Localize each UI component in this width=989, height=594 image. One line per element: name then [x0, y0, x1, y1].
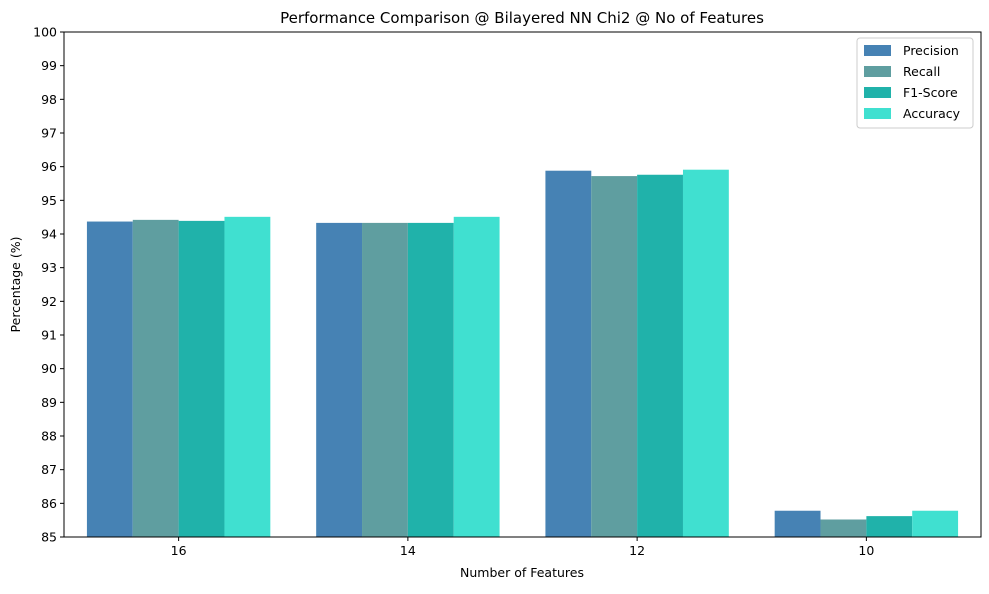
y-tick-label: 96: [41, 159, 57, 174]
bar-precision-14: [316, 222, 363, 537]
bar-precision-10: [774, 510, 821, 537]
y-tick-label: 92: [41, 294, 57, 309]
bar-recall-14: [362, 222, 408, 537]
legend-swatch: [864, 108, 891, 119]
x-tick-label: 14: [400, 543, 416, 558]
legend-label: Accuracy: [903, 106, 961, 121]
y-tick-label: 85: [41, 530, 57, 545]
bar-precision-12: [545, 170, 592, 537]
bar-precision-16: [86, 221, 133, 537]
x-tick-label: 16: [171, 543, 187, 558]
y-tick-label: 100: [33, 25, 57, 40]
y-tick-label: 90: [41, 361, 57, 376]
bar-accuracy-12: [682, 169, 729, 538]
x-axis-label: Number of Features: [460, 565, 584, 580]
y-axis-label: Percentage (%): [8, 237, 23, 333]
legend-swatch: [864, 87, 891, 98]
legend-label: Recall: [903, 64, 940, 79]
bar-recall-12: [591, 176, 638, 538]
legend-label: F1-Score: [903, 85, 958, 100]
bar-f1-score-14: [407, 222, 454, 537]
y-tick-label: 89: [41, 395, 57, 410]
bar-f1-score-12: [637, 174, 683, 537]
y-tick-label: 97: [41, 126, 57, 141]
bar-f1-score-10: [866, 516, 913, 537]
y-tick-label: 86: [41, 496, 57, 511]
legend-swatch: [864, 66, 891, 77]
legend-label: Precision: [903, 43, 959, 58]
legend: Precision Recall F1-Score Accuracy: [856, 37, 974, 129]
y-tick-label: 98: [41, 92, 57, 107]
bars-group: [86, 169, 959, 538]
y-tick-label: 91: [41, 328, 57, 343]
x-tick-label: 12: [629, 543, 645, 558]
y-tick-label: 94: [41, 227, 57, 242]
bar-f1-score-16: [178, 220, 225, 537]
y-axis: 85 86 87 88 89 90 91 92 93 94 95 96 97 98 99 100: [33, 25, 64, 545]
legend-swatch: [864, 45, 891, 56]
y-tick-label: 93: [41, 260, 57, 275]
x-tick-label: 10: [858, 543, 874, 558]
x-axis: 16 14 12 10: [171, 537, 874, 558]
bar-recall-10: [820, 519, 867, 537]
bar-accuracy-14: [453, 216, 500, 537]
legend-box: [856, 37, 974, 129]
y-tick-label: 95: [41, 193, 57, 208]
bar-accuracy-10: [912, 510, 959, 537]
y-tick-label: 99: [41, 58, 57, 73]
y-tick-label: 87: [41, 462, 57, 477]
chart-title: Performance Comparison @ Bilayered NN Ch…: [280, 9, 764, 27]
bar-accuracy-16: [224, 216, 271, 537]
plot-frame: [63, 31, 982, 538]
y-tick-label: 88: [41, 429, 57, 444]
bar-recall-16: [132, 219, 179, 538]
